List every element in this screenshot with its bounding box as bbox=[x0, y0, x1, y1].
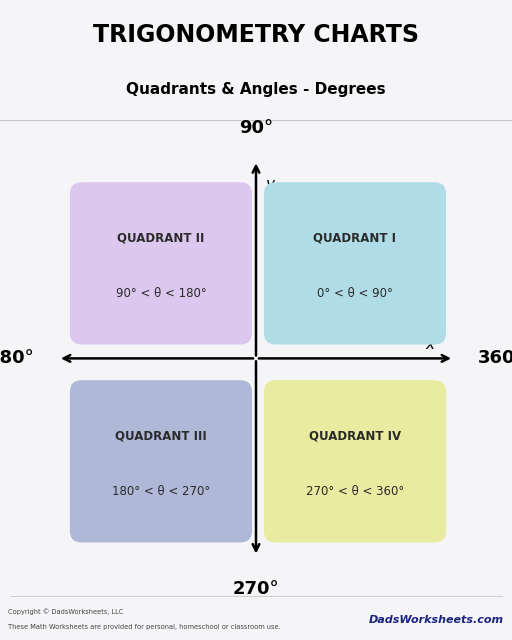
Text: y: y bbox=[265, 177, 274, 192]
Text: 90°: 90° bbox=[239, 118, 273, 137]
Text: 270° < θ < 360°: 270° < θ < 360° bbox=[306, 485, 404, 499]
Text: QUADRANT II: QUADRANT II bbox=[117, 232, 205, 245]
FancyBboxPatch shape bbox=[264, 380, 446, 543]
Text: TRIGONOMETRY CHARTS: TRIGONOMETRY CHARTS bbox=[93, 23, 419, 47]
Text: 90° < θ < 180°: 90° < θ < 180° bbox=[116, 287, 206, 300]
Text: These Math Worksheets are provided for personal, homeschool or classroom use.: These Math Worksheets are provided for p… bbox=[8, 623, 281, 630]
FancyBboxPatch shape bbox=[264, 182, 446, 344]
Text: QUADRANT III: QUADRANT III bbox=[115, 430, 207, 443]
Text: Copyright © DadsWorksheets, LLC: Copyright © DadsWorksheets, LLC bbox=[8, 609, 123, 616]
Text: DadsWorksheets.com: DadsWorksheets.com bbox=[369, 615, 504, 625]
Text: QUADRANT I: QUADRANT I bbox=[313, 232, 396, 245]
FancyBboxPatch shape bbox=[70, 182, 252, 344]
FancyBboxPatch shape bbox=[70, 380, 252, 543]
Text: x: x bbox=[425, 337, 435, 352]
Text: 0° < θ < 90°: 0° < θ < 90° bbox=[317, 287, 393, 300]
Text: Quadrants & Angles - Degrees: Quadrants & Angles - Degrees bbox=[126, 83, 386, 97]
Text: 180° < θ < 270°: 180° < θ < 270° bbox=[112, 485, 210, 499]
Text: 270°: 270° bbox=[232, 580, 280, 598]
Text: QUADRANT IV: QUADRANT IV bbox=[309, 430, 401, 443]
Text: 360°: 360° bbox=[478, 349, 512, 367]
Text: 180°: 180° bbox=[0, 349, 34, 367]
